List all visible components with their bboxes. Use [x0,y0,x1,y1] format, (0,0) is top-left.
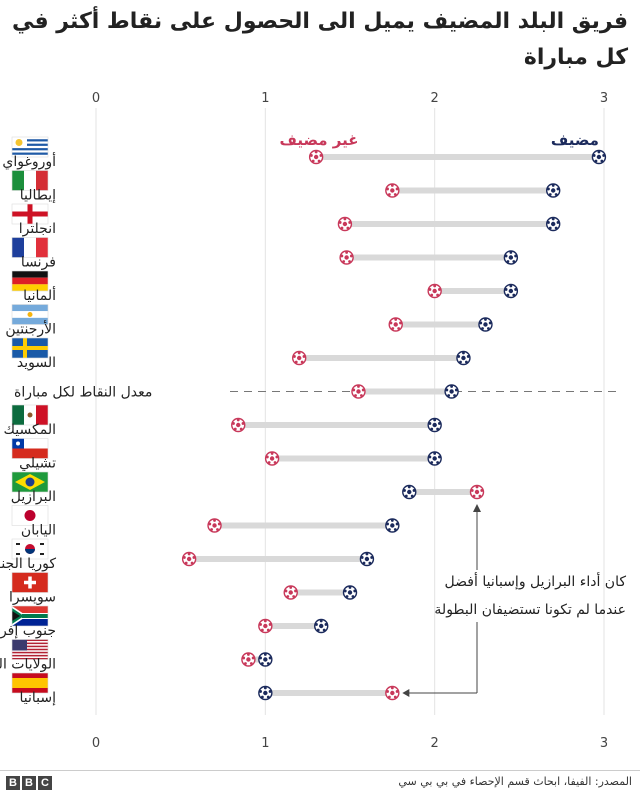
korea-flag-icon [11,538,49,560]
host-marker [546,216,561,232]
dumbbell-chart: 0 0 1 1 2 2 3 3 مضيف غير مضيف أوروغواي إيطاليا انجلت… [0,91,627,751]
country-label: الولايات المتحدة [0,657,56,673]
spain-flag-icon [11,672,49,694]
x-tick-label-top: 0 [92,91,100,106]
away-marker [181,551,197,567]
host-marker [456,350,471,366]
country-label: فرنسا [21,255,56,271]
away-marker [231,417,246,433]
france-flag-icon [11,237,49,258]
switzerland-flag-icon [11,572,49,593]
country-label: الأرجنتين [5,320,56,338]
country-label: سويسرا [9,590,56,606]
uruguay-flag-icon [11,136,49,158]
arrowhead-left [402,689,410,697]
annotation-text: عندما لم تكونا تستضيفان البطولة [434,602,626,618]
country-label: اليابان [21,523,56,539]
host-marker [314,618,329,634]
source-note: المصدر: الفيفا، ابحاث قسم الإحصاء في بي … [398,775,632,788]
country-label: ألمانيا [23,286,56,304]
away-marker [258,618,273,634]
legend-away-label: غير مضيف [279,131,358,149]
host-marker [359,551,375,567]
england-flag-icon [11,203,49,225]
host-marker [478,317,493,332]
away-marker [427,283,442,299]
x-tick-label-bottom: 3 [600,736,608,751]
host-marker [385,518,400,533]
away-marker [469,484,485,500]
away-marker [308,149,324,165]
away-marker [283,585,298,600]
country-label: جنوب إفريقيا [0,623,56,639]
country-label: المكسيك [4,422,57,438]
country-label: السويد [17,355,56,371]
south-africa-flag-icon [11,605,49,627]
away-marker [292,350,307,366]
away-marker [264,451,280,466]
country-label: إيطاليا [20,188,56,204]
away-marker [339,250,354,265]
legend-host-label: مضيف [551,131,599,149]
away-marker [388,317,403,332]
bbc-logo-letter: B [22,776,36,790]
host-marker [444,384,459,399]
bbc-logo-letter: C [38,776,52,790]
footer-divider [0,770,640,771]
chart-title: فريق البلد المضيف يميل الى الحصول على نق… [11,9,628,70]
host-marker [258,685,273,701]
x-tick-label-bottom: 0 [92,736,100,751]
away-marker [241,652,256,667]
x-tick-label-top: 1 [261,91,269,106]
host-marker [427,451,442,466]
host-marker [402,484,417,500]
away-marker [351,384,366,399]
host-marker [503,250,519,265]
japan-flag-icon [11,505,49,526]
germany-flag-icon [11,270,49,292]
x-tick-label-bottom: 2 [431,736,439,751]
country-label: كوريا الجنوبية [0,556,56,572]
x-tick-label-top: 2 [431,91,439,106]
host-marker [342,585,358,600]
country-label: أوروغواي [2,152,56,170]
annotation-text: كان أداء البرازيل وإسبانيا أفضل [445,572,627,590]
mexico-flag-icon [11,404,49,426]
host-marker [546,183,561,198]
host-marker [258,652,273,667]
country-label: إسبانيا [20,690,57,706]
arrowhead-up [473,504,481,512]
brazil-flag-icon [11,471,49,493]
italy-flag-icon [11,170,49,191]
bbc-logo-letter: B [6,776,20,790]
sweden-flag-icon [11,337,49,359]
host-marker [591,149,607,165]
x-tick-label-top: 3 [600,91,608,106]
usa-flag-icon [11,639,49,660]
argentina-flag-icon [11,304,49,325]
host-marker [503,283,519,299]
host-marker [427,417,442,433]
x-tick-label-bottom: 1 [261,736,269,751]
country-label: تشيلي [19,456,56,472]
chile-flag-icon [11,438,49,459]
away-marker [207,518,222,533]
away-marker [385,183,400,198]
average-label: معدل النقاط لكل مباراة [14,385,152,401]
country-label: انجلترا [19,221,56,237]
away-marker [385,685,400,701]
away-marker [337,216,353,232]
bbc-logo: B B C [6,776,52,790]
country-label: البرازيل [11,489,56,505]
